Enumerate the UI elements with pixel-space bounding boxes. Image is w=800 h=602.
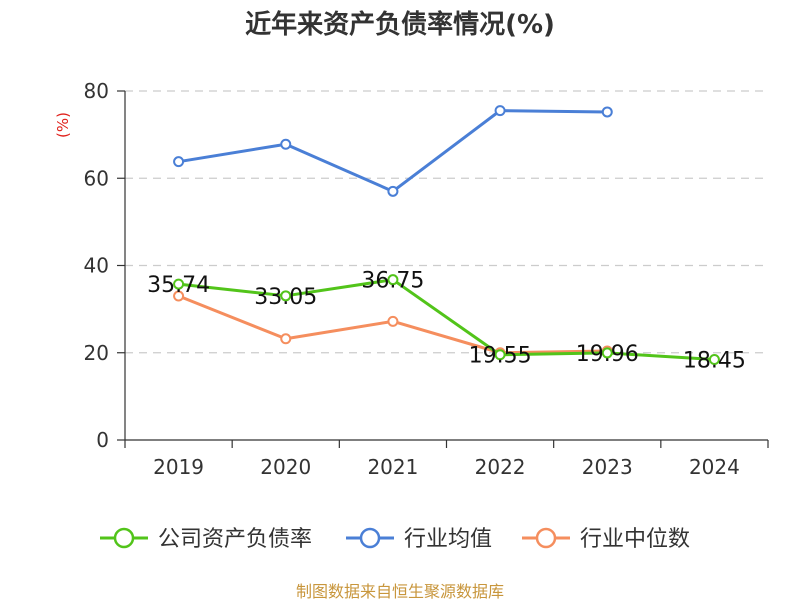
- legend-label: 行业均值: [404, 527, 492, 552]
- data-label: 35.74: [147, 273, 210, 298]
- legend: 公司资产负债率 行业均值 行业中位数: [100, 527, 690, 552]
- y-tick-label: 60: [84, 166, 109, 190]
- data-point: [708, 354, 720, 366]
- data-label: 33.05: [254, 285, 317, 310]
- legend-marker: [113, 527, 135, 549]
- legend-marker: [535, 527, 557, 549]
- data-point: [494, 105, 506, 117]
- legend-label: 公司资产负债率: [158, 527, 312, 552]
- data-point: [387, 315, 399, 327]
- x-tick-label: 2020: [260, 455, 311, 479]
- x-tick-label: 2019: [153, 455, 204, 479]
- series: [173, 105, 720, 366]
- data-point: [280, 333, 292, 345]
- x-tick-label: 2022: [475, 455, 526, 479]
- y-tick-label: 80: [84, 79, 109, 103]
- data-point: [601, 106, 613, 118]
- data-label: 36.75: [361, 269, 424, 294]
- axes: 0 20 40 60 80 2019 2020 2021 2022 2023 2024: [84, 79, 769, 479]
- chart-title: 近年来资产负债率情况(%): [245, 10, 555, 40]
- series-line: [178, 109, 608, 193]
- data-point: [494, 349, 506, 361]
- data-point: [173, 290, 185, 302]
- source-note: 制图数据来自恒生聚源数据库: [295, 582, 504, 601]
- x-tick-label: 2024: [689, 455, 740, 479]
- data-point: [280, 138, 292, 150]
- data-label: 19.55: [469, 344, 532, 369]
- data-label: 18.45: [683, 349, 746, 374]
- x-tick-label: 2023: [582, 455, 633, 479]
- y-tick-label: 0: [96, 428, 109, 452]
- y-axis-unit-label: (%): [54, 112, 72, 138]
- legend-marker: [359, 527, 381, 549]
- legend-label: 行业中位数: [580, 527, 690, 552]
- data-point: [387, 274, 399, 286]
- data-label: 19.96: [576, 342, 639, 367]
- y-tick-label: 20: [84, 341, 109, 365]
- data-point: [601, 347, 613, 359]
- gridlines: [125, 90, 768, 354]
- x-tick-label: 2021: [367, 455, 418, 479]
- data-point: [387, 185, 399, 197]
- data-point: [280, 290, 292, 302]
- series-line: [178, 278, 715, 362]
- data-point: [173, 156, 185, 168]
- data-labels: 35.74 33.05 36.75 19.55 19.96 18.45: [147, 269, 746, 374]
- y-tick-label: 40: [84, 254, 109, 278]
- data-point: [173, 278, 185, 290]
